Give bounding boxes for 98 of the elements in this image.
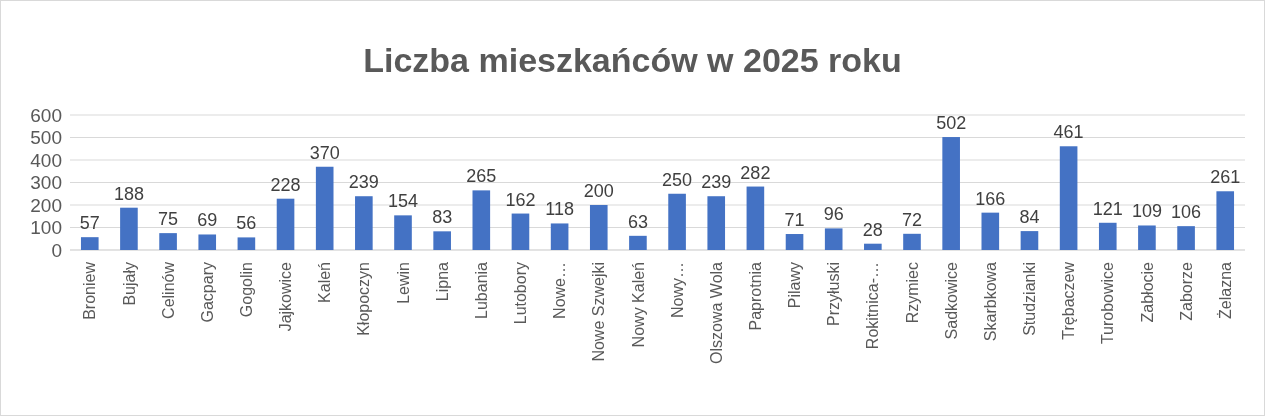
x-tick-label: Lipna: [433, 261, 451, 302]
y-tick-label: 0: [51, 239, 62, 261]
bar: [355, 196, 373, 250]
x-tick-label: Pilawy: [786, 262, 804, 309]
x-tick-label: Nowe Szwejki: [590, 262, 608, 362]
bar: [668, 193, 686, 250]
data-label: 71: [784, 210, 805, 231]
data-label: 188: [113, 183, 144, 204]
bar: [589, 205, 608, 250]
data-label: 57: [79, 213, 100, 234]
y-tick-label: 400: [30, 149, 62, 171]
x-tick-label: Olszowa Wola: [707, 261, 725, 364]
bar: [120, 207, 138, 250]
data-label: 84: [1019, 207, 1040, 228]
x-tick-label: Turobowice: [1099, 261, 1117, 345]
x-tick-label: Nowy…: [668, 262, 686, 319]
bar: [433, 231, 451, 250]
y-tick-label: 600: [30, 104, 62, 126]
x-tick-label: Lutobory: [512, 262, 530, 325]
bar: [394, 215, 412, 250]
x-tick-label: Paprotnia: [746, 261, 764, 331]
x-tick-label: Sadkowice: [942, 261, 960, 340]
x-tick-label: Zaborze: [1177, 261, 1195, 321]
x-tick-label: Kaleń: [316, 262, 334, 303]
bar: [864, 243, 882, 250]
bar: [550, 223, 569, 250]
bar: [198, 234, 217, 250]
x-tick-label: Nowe…: [551, 262, 569, 319]
data-label: 162: [505, 189, 536, 210]
data-label: 250: [662, 169, 693, 190]
x-tick-label: Skarbkowa: [981, 261, 999, 342]
x-tick-label: Żelazna: [1215, 261, 1234, 319]
x-tick-label: Kłopoczyn: [355, 262, 373, 336]
data-label: 75: [158, 209, 179, 230]
bar: [942, 137, 960, 250]
data-label: 72: [901, 209, 923, 230]
data-label: 83: [432, 207, 453, 228]
x-tick-label: Nowy Kaleń: [629, 262, 647, 348]
x-tick-label: Studzianki: [1021, 262, 1039, 336]
data-label: 166: [975, 188, 1006, 209]
data-label: 118: [545, 199, 574, 220]
bar: [1177, 226, 1195, 250]
data-label: 265: [466, 166, 497, 187]
bar: [276, 198, 295, 250]
bar: [1138, 225, 1156, 250]
y-tick-label: 200: [30, 194, 62, 216]
data-label: 239: [701, 172, 732, 193]
data-label: 282: [740, 162, 771, 183]
bar: [785, 234, 804, 250]
data-label: 56: [236, 213, 257, 234]
data-label: 69: [197, 210, 218, 231]
data-label: 28: [862, 219, 883, 240]
data-label: 109: [1131, 201, 1162, 222]
bar: [629, 235, 647, 250]
x-tick-label: Rzymiec: [903, 262, 921, 324]
y-tick-label: 300: [30, 172, 62, 194]
bar: [472, 190, 491, 250]
bar: [315, 166, 334, 250]
y-tick-label: 500: [30, 127, 62, 149]
bar: [981, 212, 1000, 250]
x-tick-label: Broniew: [81, 261, 99, 320]
bar: [159, 233, 177, 250]
x-tick-label: Trębaczew: [1060, 261, 1078, 340]
x-tick-label: Celinów: [159, 261, 177, 319]
bar: [707, 196, 726, 250]
data-label: 106: [1171, 202, 1202, 223]
x-tick-label: Zabłocie: [1138, 261, 1156, 323]
data-label: 261: [1210, 167, 1241, 188]
data-label: 63: [627, 211, 648, 232]
x-tick-label: Jajkowice: [277, 261, 295, 332]
x-tick-label: Lubania: [472, 261, 490, 319]
data-label: 228: [270, 174, 301, 195]
bar: [824, 228, 843, 250]
data-label: 370: [309, 142, 340, 163]
bar: [1020, 231, 1039, 250]
data-label: 121: [1092, 198, 1123, 219]
data-label: 96: [823, 204, 844, 225]
bar: [1216, 191, 1235, 250]
data-label: 502: [936, 113, 967, 134]
bar: [80, 237, 99, 250]
bar: [511, 213, 530, 250]
x-tick-label: Gacpary: [198, 262, 216, 323]
x-tick-label: Przyłuski: [825, 262, 843, 327]
x-tick-label: Bujały: [120, 262, 138, 306]
x-tick-label: Lewin: [394, 262, 412, 304]
data-label: 200: [583, 181, 614, 201]
x-tick-label: Rokitnica-…: [864, 262, 882, 350]
y-tick-label: 100: [30, 217, 62, 239]
bar: [903, 233, 921, 250]
bar: [1059, 146, 1078, 250]
bar: [746, 186, 765, 250]
data-label: 239: [348, 172, 379, 193]
x-tick-label: Gogolin: [237, 262, 255, 318]
bar: [237, 237, 256, 250]
chart-title: Liczba mieszkańców w 2025 roku: [363, 41, 902, 79]
data-label: 154: [387, 191, 419, 212]
bar: [1098, 222, 1117, 250]
data-label: 461: [1053, 122, 1084, 143]
